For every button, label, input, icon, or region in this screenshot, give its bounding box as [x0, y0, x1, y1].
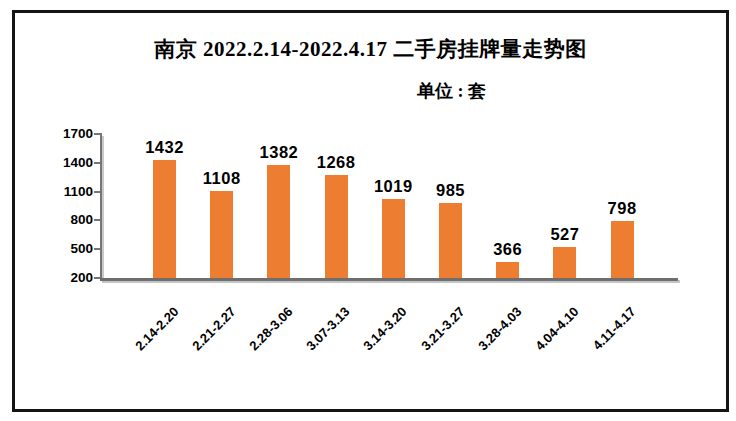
bar: [553, 247, 576, 280]
x-axis-line: [100, 278, 678, 281]
bar: [611, 221, 634, 280]
y-axis-line: [100, 134, 102, 281]
bar-value-label: 1268: [291, 153, 381, 172]
y-axis-tick-label: 800: [33, 211, 93, 229]
y-axis-tick-label: 500: [33, 240, 93, 258]
bar: [210, 191, 233, 280]
bar: [439, 203, 462, 280]
bar: [382, 199, 405, 280]
bar: [325, 175, 348, 280]
y-axis-tick-label: 1400: [33, 154, 93, 172]
y-axis-tick-label: 1700: [33, 125, 93, 143]
bar-value-label: 985: [406, 181, 496, 200]
bar-value-label: 1432: [120, 138, 210, 157]
bar-value-label: 1108: [177, 169, 267, 188]
plot-area: 2005008001100140017001432110813821268101…: [15, 13, 726, 409]
bar: [153, 160, 176, 280]
y-axis-tick-label: 200: [33, 269, 93, 287]
bar-value-label: 527: [520, 225, 610, 244]
chart-frame: 南京 2022.2.14-2022.4.17 二手房挂牌量走势图 单位 : 套 …: [12, 10, 729, 412]
bar: [267, 165, 290, 280]
y-axis-tick-label: 1100: [33, 183, 93, 201]
bar-value-label: 798: [577, 199, 667, 218]
